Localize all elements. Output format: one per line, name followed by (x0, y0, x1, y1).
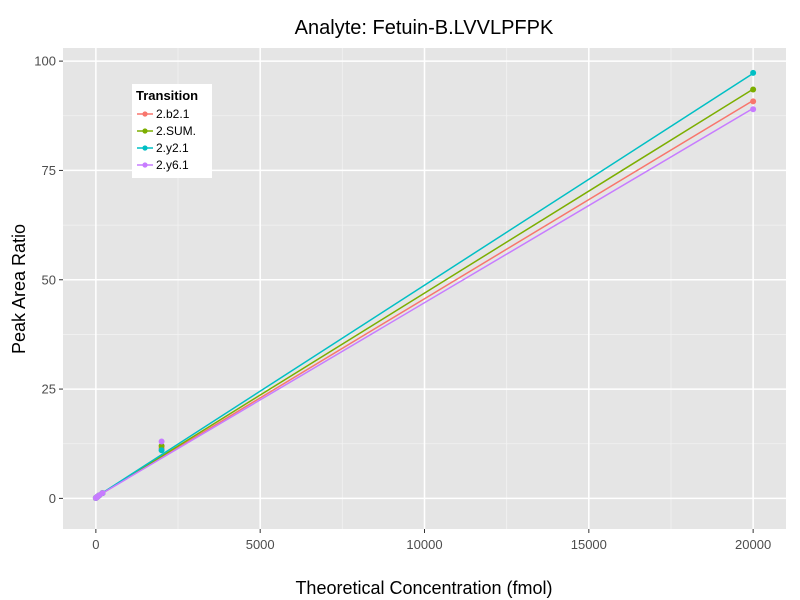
legend-label: 2.y6.1 (156, 158, 189, 172)
x-tick-label: 10000 (406, 537, 442, 552)
series-line (95, 99, 754, 498)
data-point (750, 106, 757, 113)
series-line (95, 72, 754, 498)
legend-key-point (142, 162, 148, 168)
legend-label: 2.SUM. (156, 124, 196, 138)
legend-label: 2.y2.1 (156, 141, 189, 155)
legend: Transition 2.b2.1 2.SUM. 2.y2.1 2.y6.1 (132, 84, 212, 178)
data-point (750, 98, 757, 105)
y-axis-title: Peak Area Ratio (9, 224, 29, 354)
legend-item: 2.b2.1 (137, 107, 190, 121)
grid-major (63, 48, 786, 529)
legend-items: 2.b2.1 2.SUM. 2.y2.1 2.y6.1 (137, 107, 196, 172)
x-tick-label: 15000 (571, 537, 607, 552)
data-point (750, 69, 757, 76)
series-line (95, 107, 754, 498)
data-point (158, 442, 165, 449)
y-tick-label: 50 (42, 272, 56, 287)
x-axis-ticks: 0 5000 10000 15000 20000 (92, 529, 771, 552)
y-tick-label: 0 (49, 491, 56, 506)
y-axis-ticks: 0 25 50 75 100 (34, 54, 63, 506)
data-point (158, 438, 165, 445)
legend-key-point (142, 145, 148, 151)
series-2.y6.1 (92, 106, 757, 501)
x-axis-title: Theoretical Concentration (fmol) (295, 578, 552, 598)
chart-title: Analyte: Fetuin-B.LVVLPFPK (295, 17, 554, 39)
y-tick-label: 25 (42, 382, 56, 397)
data-point (158, 447, 165, 454)
x-tick-label: 5000 (246, 537, 275, 552)
series-line (95, 88, 754, 498)
x-tick-label: 0 (92, 537, 99, 552)
y-tick-label: 100 (34, 54, 56, 69)
y-tick-label: 75 (42, 163, 56, 178)
series-layer (92, 69, 757, 501)
legend-key-point (142, 128, 148, 134)
data-point (750, 86, 757, 93)
data-point (99, 490, 106, 497)
x-tick-label: 20000 (735, 537, 771, 552)
legend-title: Transition (136, 88, 198, 103)
legend-label: 2.b2.1 (156, 107, 190, 121)
legend-key-point (142, 111, 148, 117)
legend-item: 2.y2.1 (137, 141, 189, 155)
legend-item: 2.SUM. (137, 124, 196, 138)
legend-item: 2.y6.1 (137, 158, 189, 172)
